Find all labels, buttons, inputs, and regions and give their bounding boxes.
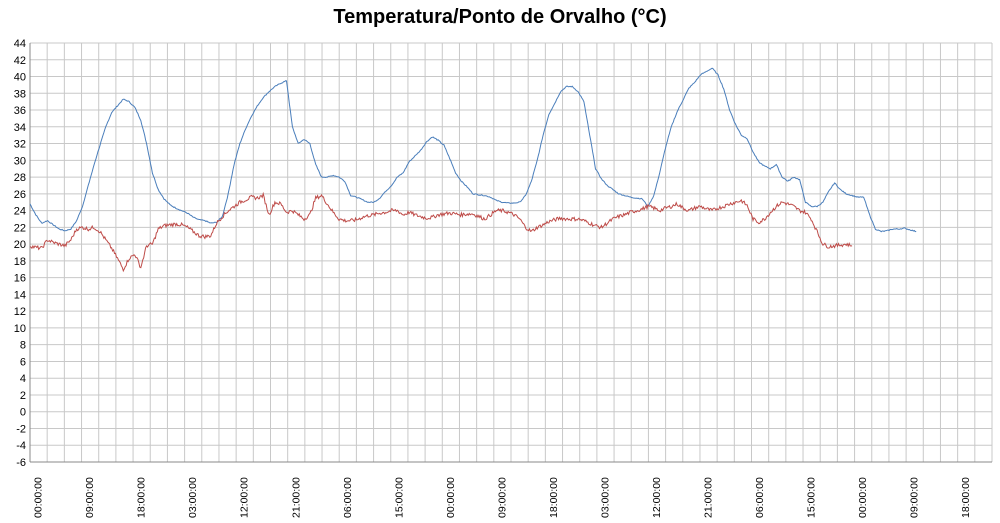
y-tick-label: -6	[16, 457, 26, 469]
x-tick-label: 06:00:00	[754, 477, 766, 518]
y-tick-label: 12	[14, 306, 26, 318]
y-tick-label: -4	[16, 440, 26, 452]
x-tick-label: 18:00:00	[136, 477, 148, 518]
y-tick-label: 8	[20, 340, 26, 352]
x-tick-label: 00:00:00	[445, 477, 457, 518]
x-tick-label: 09:00:00	[84, 477, 96, 518]
y-tick-label: 42	[14, 55, 26, 67]
x-tick-label: 18:00:00	[960, 477, 972, 518]
y-tick-label: 24	[14, 206, 26, 218]
x-tick-label: 21:00:00	[703, 477, 715, 518]
x-axis-ticks: 00:00:00 09:00:00 18:00:00 03:00:00 12:00:00…	[33, 477, 973, 518]
y-tick-label: 44	[14, 38, 26, 50]
grid	[29, 42, 993, 463]
x-tick-label: 00:00:00	[857, 477, 869, 518]
y-tick-label: 36	[14, 105, 26, 117]
y-tick-label: 4	[20, 373, 26, 385]
y-tick-label: 28	[14, 172, 26, 184]
y-tick-label: 32	[14, 139, 26, 151]
y-tick-label: 18	[14, 256, 26, 268]
y-tick-label: 10	[14, 323, 26, 335]
x-tick-label: 12:00:00	[239, 477, 251, 518]
y-tick-label: 22	[14, 222, 26, 234]
y-axis-ticks: -6-4-20246810121416182022242628303234363…	[14, 38, 26, 469]
y-tick-label: 34	[14, 122, 26, 134]
y-tick-label: 14	[14, 289, 26, 301]
x-tick-label: 15:00:00	[806, 477, 818, 518]
y-tick-label: 2	[20, 390, 26, 402]
y-tick-label: 30	[14, 155, 26, 167]
y-tick-label: 38	[14, 88, 26, 100]
series-lines	[29, 67, 917, 273]
x-tick-label: 06:00:00	[342, 477, 354, 518]
y-tick-label: 16	[14, 273, 26, 285]
x-tick-label: 03:00:00	[187, 477, 199, 518]
y-tick-label: 26	[14, 189, 26, 201]
series-line-temperatura	[29, 67, 917, 233]
x-tick-label: 00:00:00	[33, 477, 45, 518]
x-tick-label: 21:00:00	[290, 477, 302, 518]
x-tick-label: 18:00:00	[548, 477, 560, 518]
y-tick-label: 0	[20, 407, 26, 419]
y-tick-label: -2	[16, 423, 26, 435]
y-tick-label: 6	[20, 356, 26, 368]
x-tick-label: 03:00:00	[599, 477, 611, 518]
y-tick-label: 20	[14, 239, 26, 251]
x-tick-label: 09:00:00	[496, 477, 508, 518]
x-tick-label: 15:00:00	[393, 477, 405, 518]
chart-title: Temperatura/Ponto de Orvalho (°C)	[333, 6, 667, 28]
series-line-ponto-de-orvalho	[29, 191, 853, 273]
y-tick-label: 40	[14, 72, 26, 84]
x-tick-label: 09:00:00	[909, 477, 921, 518]
x-tick-label: 12:00:00	[651, 477, 663, 518]
